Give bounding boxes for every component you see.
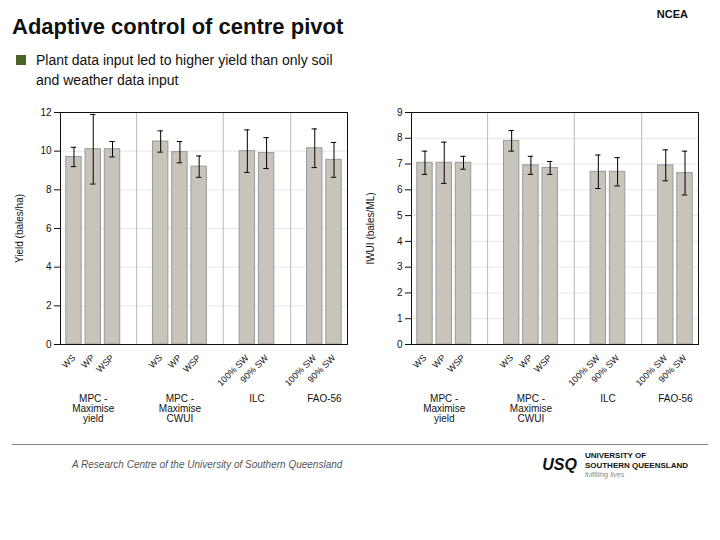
svg-text:4: 4 <box>46 261 52 272</box>
svg-text:90% SW: 90% SW <box>306 352 338 384</box>
svg-text:ILC: ILC <box>600 393 616 404</box>
svg-text:100% SW: 100% SW <box>282 352 319 389</box>
svg-text:4: 4 <box>397 236 403 247</box>
svg-text:10: 10 <box>40 145 52 156</box>
svg-text:0: 0 <box>397 339 403 350</box>
svg-text:7: 7 <box>397 158 403 169</box>
svg-text:ILC: ILC <box>249 393 265 404</box>
html-text:NCEA: NCEA <box>656 8 688 20</box>
svg-text:WSP: WSP <box>445 353 467 375</box>
svg-text:12: 12 <box>40 107 52 118</box>
svg-text:1: 1 <box>397 313 403 324</box>
svg-text:FAO-56: FAO-56 <box>307 393 342 404</box>
svg-text:6: 6 <box>46 223 52 234</box>
svg-text:WP: WP <box>166 352 184 370</box>
svg-text:WP: WP <box>79 352 97 370</box>
svg-text:Yield (bales/ha): Yield (bales/ha) <box>14 194 25 263</box>
html-text:Plant data input led to higher: Plant data input led to higher yield tha… <box>36 52 333 68</box>
svg-text:WS: WS <box>411 353 428 370</box>
svg-text:WSP: WSP <box>181 353 203 375</box>
svg-text:MPC -MaximiseCWUI: MPC -MaximiseCWUI <box>159 393 202 424</box>
html-text:UNIVERSITY OF: UNIVERSITY OF <box>584 451 647 460</box>
html-text:fulfilling lives: fulfilling lives <box>584 471 625 478</box>
svg-text:MPC -MaximiseCWUI: MPC -MaximiseCWUI <box>510 393 553 424</box>
svg-text:90% SW: 90% SW <box>657 352 689 384</box>
html-text:Adaptive control of centre piv: Adaptive control of centre pivot <box>12 14 344 39</box>
svg-text:WP: WP <box>430 352 448 370</box>
html-text:USQ: USQ <box>542 455 577 473</box>
svg-text:100% SW: 100% SW <box>566 352 602 389</box>
svg-text:90% SW: 90% SW <box>589 352 621 384</box>
svg-text:WS: WS <box>60 353 77 370</box>
svg-text:WSP: WSP <box>94 353 116 375</box>
svg-text:9: 9 <box>397 107 403 118</box>
svg-text:2: 2 <box>397 287 403 298</box>
svg-text:IWUI (bales/ML): IWUI (bales/ML) <box>365 192 376 264</box>
html-text:and weather data input: and weather data input <box>36 72 179 88</box>
svg-text:100% SW: 100% SW <box>633 352 670 389</box>
svg-text:3: 3 <box>397 261 403 272</box>
svg-text:2: 2 <box>46 300 52 311</box>
html-text:SOUTHERN QUEENSLAND: SOUTHERN QUEENSLAND <box>584 461 688 470</box>
svg-text:WS: WS <box>498 353 515 370</box>
svg-text:8: 8 <box>46 184 52 195</box>
svg-text:8: 8 <box>397 132 403 143</box>
svg-text:WSP: WSP <box>532 353 554 375</box>
svg-text:MPC -Maximiseyield: MPC -Maximiseyield <box>423 393 466 424</box>
svg-text:WS: WS <box>147 353 164 370</box>
svg-text:MPC -Maximiseyield: MPC -Maximiseyield <box>72 393 115 424</box>
svg-text:100% SW: 100% SW <box>215 352 251 389</box>
svg-text:FAO-56: FAO-56 <box>658 393 693 404</box>
html-text:A Research Centre of the Unive: A Research Centre of the University of S… <box>72 459 343 470</box>
svg-text:90% SW: 90% SW <box>238 352 270 384</box>
svg-text:6: 6 <box>397 184 403 195</box>
svg-text:5: 5 <box>397 210 403 221</box>
svg-text:WP: WP <box>517 352 535 370</box>
svg-text:0: 0 <box>46 339 52 350</box>
